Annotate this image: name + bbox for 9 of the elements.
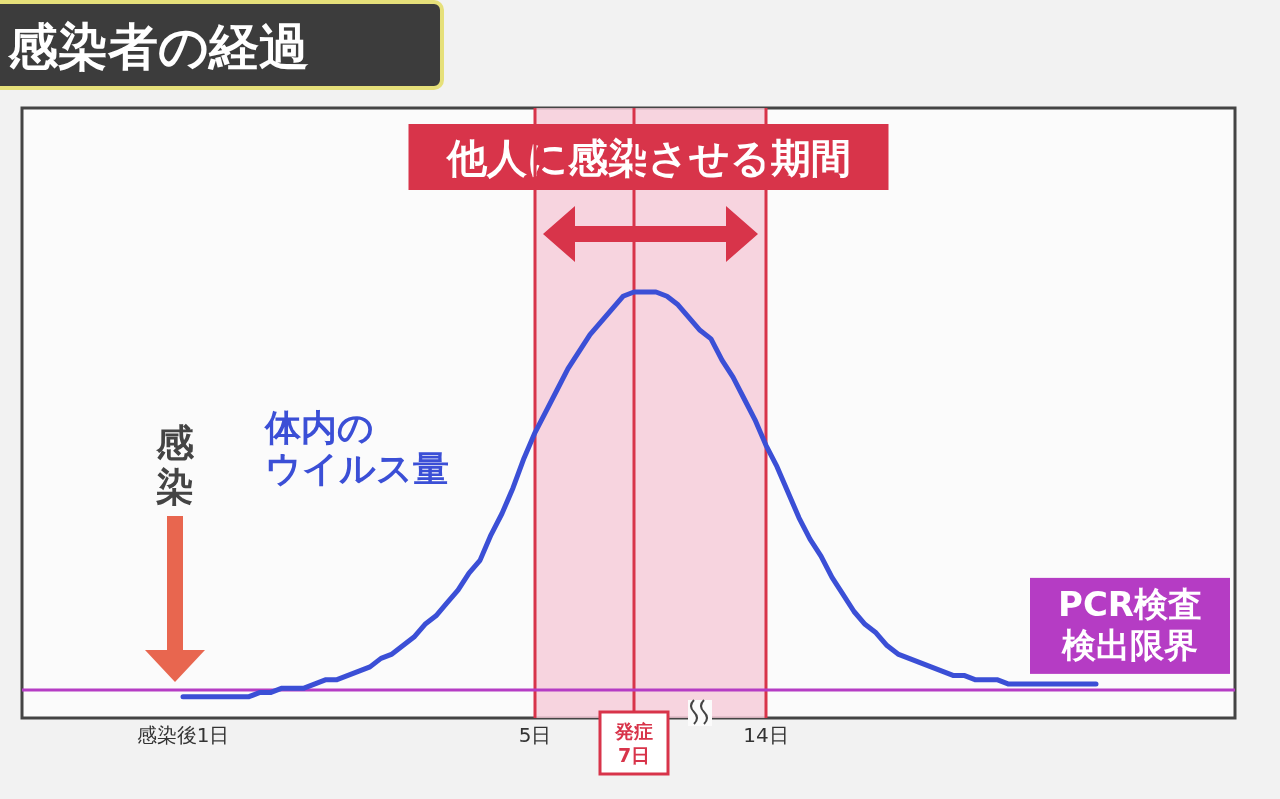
x-tick-label: 14日 bbox=[743, 723, 789, 747]
x-tick-label: 5日 bbox=[518, 723, 552, 747]
x-tick-label: 発症7日 bbox=[614, 720, 653, 766]
x-tick-label: 感染後1日 bbox=[136, 723, 230, 747]
ref-line-label: PCR検査検出限界 bbox=[1057, 583, 1203, 665]
annotation: 感染 bbox=[156, 421, 194, 509]
chart-title: 感染者の経過 bbox=[7, 18, 309, 76]
ref-label: PCR検査検出限界 bbox=[1030, 577, 1230, 674]
series-label: 体内のウイルス量 bbox=[264, 407, 449, 490]
